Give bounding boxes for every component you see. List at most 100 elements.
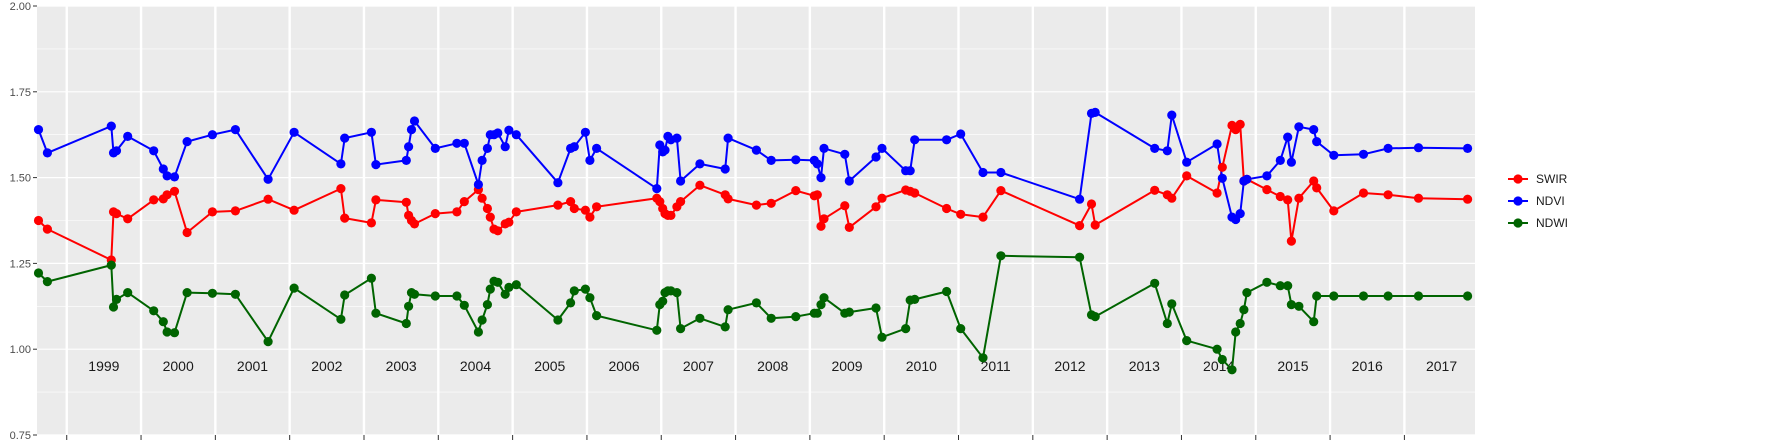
- swir-point: [1167, 193, 1177, 203]
- ndvi-point: [430, 143, 440, 153]
- swir-point: [366, 218, 376, 228]
- ndvi-point: [158, 164, 168, 174]
- ndvi-point: [459, 138, 469, 148]
- swir-point: [1309, 176, 1319, 186]
- swir-point: [1329, 206, 1339, 216]
- ndwi-point: [1383, 291, 1393, 301]
- ndwi-point: [340, 290, 350, 300]
- ndwi-point: [1329, 291, 1339, 301]
- ndvi-point: [401, 155, 411, 165]
- swir-point: [42, 224, 53, 234]
- swir-point: [1463, 194, 1473, 204]
- ndvi-point: [289, 127, 299, 137]
- ndwi-point: [111, 294, 122, 304]
- swir-point: [263, 194, 273, 204]
- ndvi-point: [1413, 143, 1424, 153]
- ndwi-point: [877, 332, 887, 342]
- swir-point: [816, 221, 826, 231]
- ndvi-point: [751, 145, 762, 155]
- ndwi-point: [500, 289, 510, 299]
- ndvi-point: [1309, 125, 1319, 135]
- ndwi-point: [1275, 281, 1285, 291]
- ndwi-point: [720, 322, 730, 332]
- ndvi-point: [978, 167, 988, 178]
- grid-major: [37, 5, 1475, 436]
- ndvi-point: [871, 152, 881, 162]
- ndwi-point: [1212, 344, 1222, 354]
- ndwi-point: [33, 268, 44, 278]
- ndwi-point: [672, 288, 682, 298]
- ndwi-point: [996, 251, 1006, 261]
- ndvi-point: [42, 148, 53, 158]
- ndvi-point: [791, 155, 801, 165]
- ndwi-point: [978, 353, 988, 363]
- ndwi-point: [1090, 312, 1100, 322]
- ndwi-point: [553, 315, 563, 325]
- x-axis: [66, 435, 1405, 440]
- ndwi-point: [511, 280, 521, 290]
- swir-point: [723, 194, 733, 204]
- ndvi-point: [1358, 149, 1369, 159]
- ndwi-point: [459, 300, 469, 310]
- ndvi-point: [1262, 171, 1272, 181]
- ndwi-point: [42, 277, 53, 287]
- swir-point: [1217, 162, 1227, 172]
- legend: SWIR NDVI NDWI: [1508, 172, 1568, 230]
- ndwi-point: [812, 308, 822, 318]
- ndwi-point: [1312, 291, 1322, 301]
- ndvi-point: [956, 129, 966, 139]
- ndwi-point: [766, 313, 776, 323]
- y-tick-label: 0.75: [10, 430, 31, 442]
- ndwi-point: [819, 293, 829, 303]
- swir-point: [33, 215, 44, 226]
- swir-point: [1075, 221, 1085, 231]
- swir-point: [585, 212, 595, 222]
- ndvi-point: [652, 184, 662, 194]
- ndwi-point: [658, 296, 668, 306]
- ndvi-point: [123, 131, 133, 141]
- swir-point: [812, 190, 822, 200]
- year-label: 2013: [1129, 358, 1160, 374]
- swir-point: [1275, 191, 1285, 202]
- y-tick-label: 1.50: [10, 173, 31, 185]
- ndvi-point: [660, 145, 670, 155]
- swir-point: [504, 217, 514, 227]
- swir-point: [592, 202, 602, 212]
- year-label: 1999: [88, 358, 119, 374]
- legend-key-point: [1513, 174, 1523, 184]
- legend-label: NDWI: [1536, 216, 1568, 230]
- swir-point: [791, 186, 801, 196]
- swir-point: [666, 210, 676, 220]
- ndwi-point: [482, 300, 492, 310]
- swir-point: [401, 197, 411, 207]
- ndwi-point: [695, 313, 705, 323]
- swir-point: [840, 201, 850, 211]
- ndvi-point: [340, 133, 350, 143]
- ndwi-point: [207, 288, 217, 298]
- year-label: 2001: [237, 358, 268, 374]
- ndvi-point: [406, 125, 417, 135]
- ndvi-point: [672, 133, 682, 143]
- swir-point: [1150, 185, 1160, 195]
- swir-point: [1312, 183, 1322, 193]
- ndwi-point: [106, 260, 116, 270]
- year-labels: 1999 2000 2001 2002 2003 2004 2005 2006 2007 2008…: [88, 358, 1457, 374]
- ndwi-point: [901, 324, 911, 334]
- swir-point: [877, 193, 887, 203]
- ndvi-point: [366, 127, 376, 137]
- swir-point: [871, 202, 881, 212]
- ndwi-point: [942, 286, 952, 297]
- ndvi-point: [580, 127, 591, 137]
- ndwi-point: [1463, 291, 1473, 301]
- ndvi-point: [452, 138, 462, 148]
- ndvi-point: [371, 160, 381, 170]
- legend-key-point: [1513, 218, 1523, 228]
- ndwi-point: [1227, 365, 1237, 375]
- swir-point: [580, 205, 591, 215]
- ndvi-point: [106, 121, 116, 131]
- ndvi-point: [230, 125, 240, 135]
- swir-point: [1413, 193, 1424, 203]
- swir-point: [230, 206, 240, 216]
- swir-point: [819, 214, 829, 224]
